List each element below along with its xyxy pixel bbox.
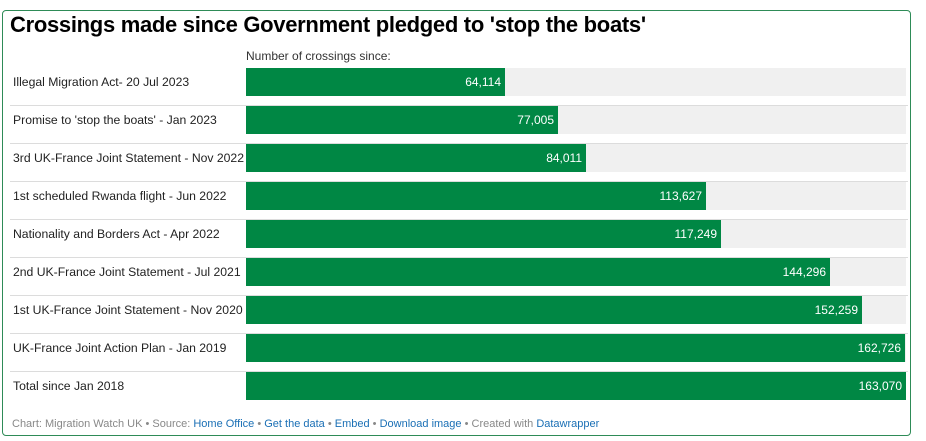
bar: 144,296 xyxy=(246,258,830,286)
footer-separator: • xyxy=(369,418,380,430)
category-label: UK-France Joint Action Plan - Jan 2019 xyxy=(13,341,227,355)
bar: 117,249 xyxy=(246,220,721,248)
row-divider xyxy=(10,143,908,144)
bar-track: 163,070 xyxy=(246,372,906,400)
bar: 64,114 xyxy=(246,68,505,96)
row-divider xyxy=(10,371,908,372)
row-divider xyxy=(10,295,908,296)
category-label: Total since Jan 2018 xyxy=(13,379,125,393)
footer-credit: Chart: Migration Watch UK • Source: xyxy=(12,418,194,430)
category-label: 3rd UK-France Joint Statement - Nov 2022 xyxy=(13,151,244,165)
bar-value-label: 113,627 xyxy=(659,189,703,203)
bar-track: 84,011 xyxy=(246,144,906,172)
get-data-link[interactable]: Get the data xyxy=(264,418,325,430)
category-label: Nationality and Borders Act - Apr 2022 xyxy=(13,227,220,241)
bar-row: Illegal Migration Act- 20 Jul 2023 64,114 xyxy=(10,68,908,106)
bar-row: Promise to 'stop the boats' - Jan 2023 77… xyxy=(10,106,908,144)
bar-value-label: 162,726 xyxy=(857,341,901,355)
bar-value-label: 117,249 xyxy=(674,227,718,241)
bar-value-label: 163,070 xyxy=(858,379,902,393)
bar-track: 64,114 xyxy=(246,68,906,96)
category-label: 1st scheduled Rwanda flight - Jun 2022 xyxy=(13,189,227,203)
category-label: Illegal Migration Act- 20 Jul 2023 xyxy=(13,75,190,89)
row-divider xyxy=(10,257,908,258)
bar: 77,005 xyxy=(246,106,558,134)
bar-row: 1st scheduled Rwanda flight - Jun 2022 11… xyxy=(10,182,908,220)
bar-value-label: 144,296 xyxy=(782,265,826,279)
bar: 163,070 xyxy=(246,372,906,400)
bar-track: 77,005 xyxy=(246,106,906,134)
bar-track: 162,726 xyxy=(246,334,906,362)
bar-value-label: 77,005 xyxy=(517,113,554,127)
bar-value-label: 152,259 xyxy=(814,303,858,317)
chart-frame xyxy=(2,10,911,436)
row-divider xyxy=(10,105,908,106)
bar: 152,259 xyxy=(246,296,862,324)
category-label: 1st UK-France Joint Statement - Nov 2020 xyxy=(13,303,243,317)
source-link[interactable]: Home Office xyxy=(193,418,255,430)
embed-link[interactable]: Embed xyxy=(334,418,370,430)
created-with-text: Created with xyxy=(471,418,537,430)
footer-separator: • xyxy=(254,418,265,430)
row-divider xyxy=(10,181,908,182)
bar: 84,011 xyxy=(246,144,586,172)
bar-row: Total since Jan 2018 163,070 xyxy=(10,372,908,410)
bar-track: 117,249 xyxy=(246,220,906,248)
bar-row: 2nd UK-France Joint Statement - Jul 2021… xyxy=(10,258,908,296)
chart-footer: Chart: Migration Watch UK • Source: Home… xyxy=(12,418,599,430)
bar-track: 152,259 xyxy=(246,296,906,324)
footer-separator: • xyxy=(461,418,472,430)
bar-value-label: 64,114 xyxy=(465,75,501,89)
datawrapper-link[interactable]: Datawrapper xyxy=(536,418,600,430)
footer-separator: • xyxy=(324,418,335,430)
chart-subtitle: Number of crossings since: xyxy=(246,49,391,63)
bar-row: 3rd UK-France Joint Statement - Nov 2022… xyxy=(10,144,908,182)
bar-row: Nationality and Borders Act - Apr 2022 11… xyxy=(10,220,908,258)
category-label: 2nd UK-France Joint Statement - Jul 2021 xyxy=(13,265,241,279)
bar-track: 144,296 xyxy=(246,258,906,286)
bar-row: UK-France Joint Action Plan - Jan 2019 16… xyxy=(10,334,908,372)
download-image-link[interactable]: Download image xyxy=(379,418,462,430)
bar-value-label: 84,011 xyxy=(546,151,582,165)
bar: 162,726 xyxy=(246,334,905,362)
bar-row: 1st UK-France Joint Statement - Nov 2020… xyxy=(10,296,908,334)
bar: 113,627 xyxy=(246,182,706,210)
bar-track: 113,627 xyxy=(246,182,906,210)
chart-title: Crossings made since Government pledged … xyxy=(10,12,646,37)
row-divider xyxy=(10,219,908,220)
category-label: Promise to 'stop the boats' - Jan 2023 xyxy=(13,113,217,127)
row-divider xyxy=(10,333,908,334)
